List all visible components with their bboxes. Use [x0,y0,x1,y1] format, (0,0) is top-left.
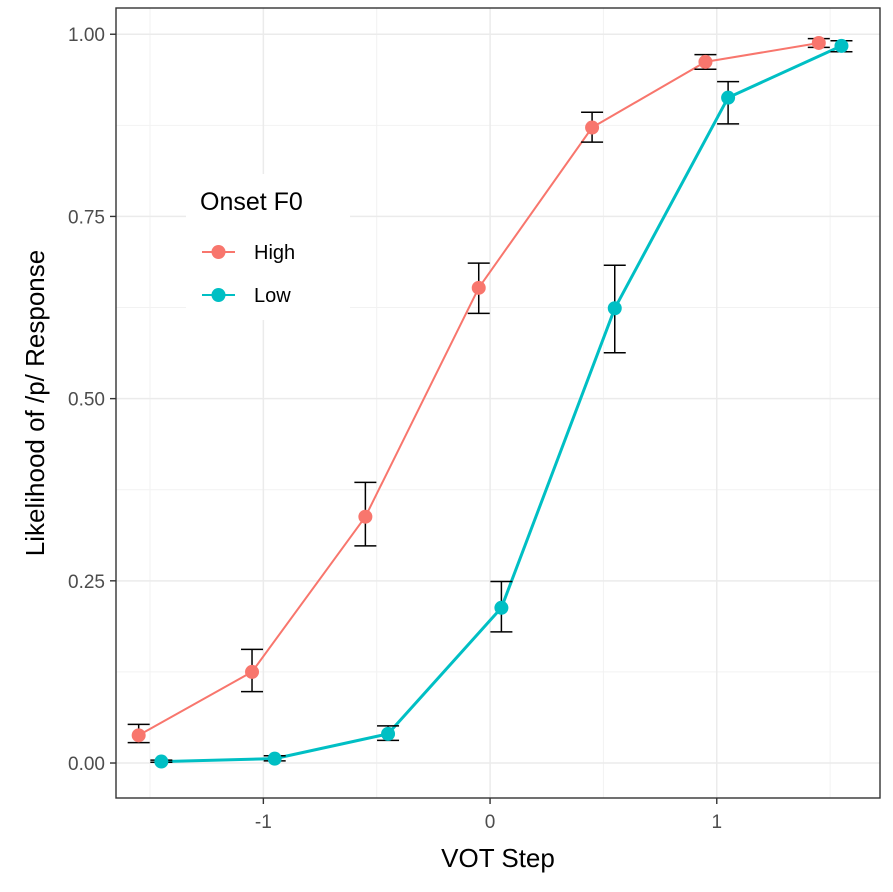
series-layer [127,35,853,769]
x-tick-label: 1 [711,812,722,833]
legend-item-low: Low [202,285,291,307]
legend-label-low: Low [254,285,291,307]
legend-key-point-low [211,288,226,302]
data-point-low [607,301,622,316]
legend-key-point-high [211,245,226,259]
axis-layer: 0.00 0.25 0.50 0.75 1.00 -1 0 1 [68,25,722,833]
data-point-low [267,751,282,766]
data-point-low [494,600,509,615]
data-point-low [721,90,736,105]
data-point-high [245,664,260,679]
legend-label-high: High [254,242,295,264]
y-tick-label: 0.75 [68,207,105,228]
legend-item-high: High [202,242,295,264]
y-tick-label: 0.50 [68,390,105,411]
data-point-low [834,38,849,53]
legend: Onset F0 High Low [186,174,350,320]
data-point-high [811,35,826,50]
data-point-low [154,754,169,769]
legend-title: Onset F0 [200,188,303,216]
y-tick-label: 1.00 [68,25,105,46]
data-point-high [131,728,146,743]
x-axis-title: VOT Step [441,843,555,873]
data-point-high [698,54,713,69]
y-axis-title: Likelihood of /p/ Response [20,250,50,556]
data-point-high [358,509,373,524]
plot-border [115,7,881,799]
data-point-low [381,726,396,741]
x-tick-label: 0 [485,812,496,833]
y-tick-label: 0.25 [68,572,105,593]
x-tick-label: -1 [255,812,272,833]
y-tick-label: 0.00 [68,754,105,775]
data-point-high [585,120,600,135]
data-point-high [471,280,486,295]
plot-panel [116,8,880,798]
